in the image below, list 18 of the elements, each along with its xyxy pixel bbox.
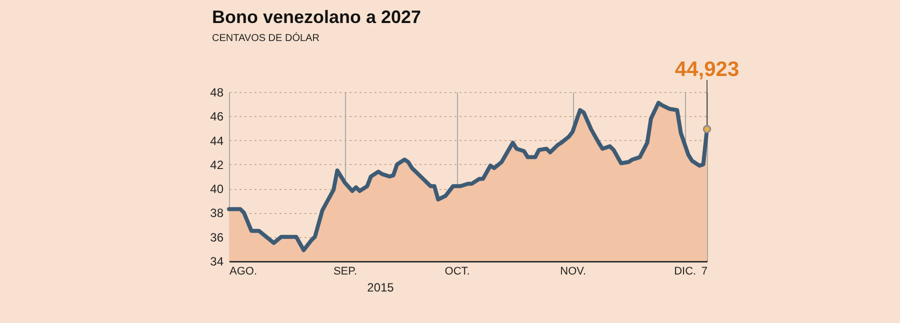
y-tick-label: 48 [210, 86, 224, 100]
x-tick-label: AGO. [230, 266, 258, 278]
x-axis-title: 2015 [367, 280, 394, 294]
y-tick-label: 34 [210, 254, 224, 268]
chart-subtitle: CENTAVOS DE DÓLAR [212, 32, 320, 44]
annotation: 44,923 [674, 58, 740, 81]
y-tick-label: 40 [210, 182, 224, 196]
y-tick-label: 44 [210, 134, 224, 148]
x-tick-label: SEP. [333, 266, 358, 278]
chart-title: Bono venezolano a 2027 [212, 7, 422, 27]
y-tick-label: 46 [210, 110, 224, 124]
x-tick-label: OCT. [444, 266, 470, 278]
y-tick-label: 38 [210, 206, 224, 220]
x-tick-label: NOV. [560, 266, 586, 278]
y-tick-label: 42 [210, 158, 224, 172]
x-tick-label: 7 [701, 266, 708, 278]
y-tick-label: 36 [210, 230, 224, 244]
x-tick-label: DIC. [674, 266, 696, 278]
